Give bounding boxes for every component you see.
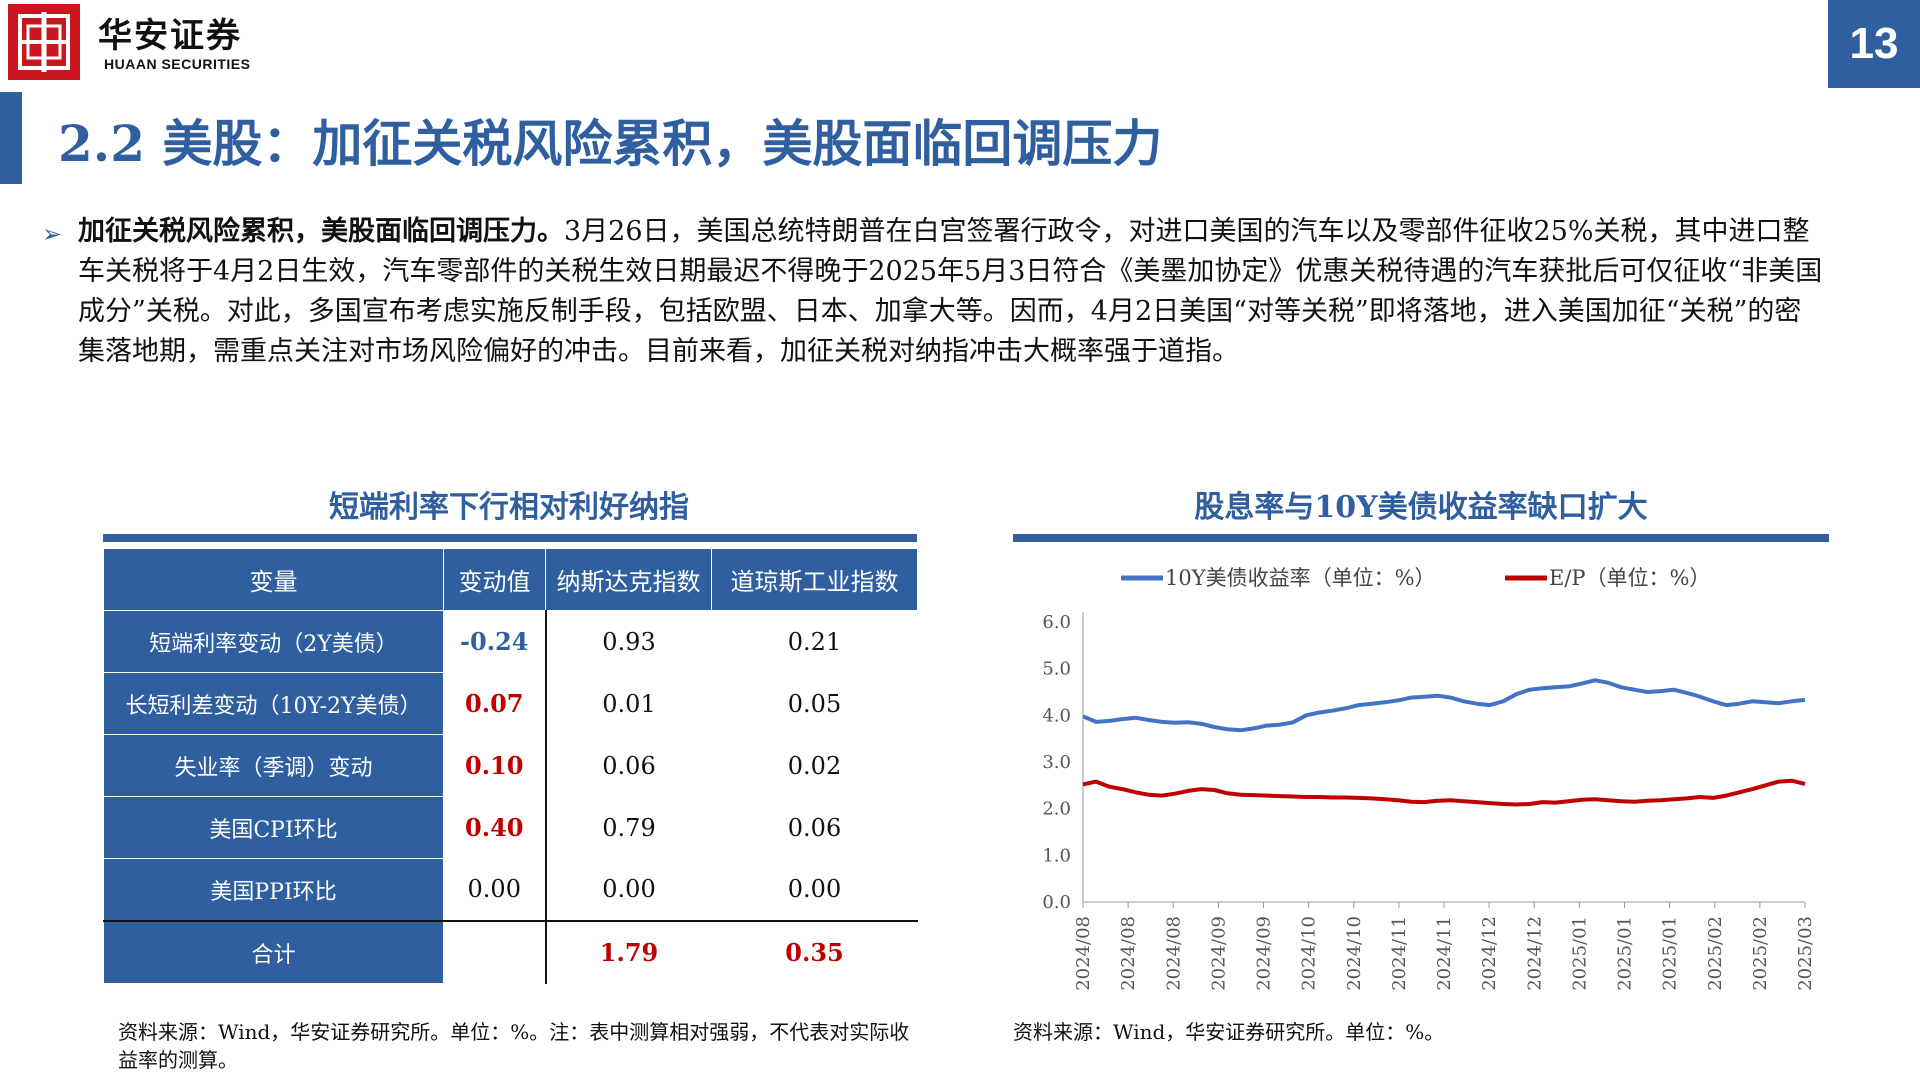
table-title: 短端利率下行相对利好纳指 [329,490,689,525]
total-change [443,920,547,984]
change-value: 0.40 [443,796,547,859]
page-number: 13 [1828,0,1920,88]
y-tick-label: 0.0 [1042,892,1071,913]
change-value: 0.00 [443,858,547,921]
nasdaq-value: 0.01 [602,689,656,718]
table-header-cell: 道琼斯工业指数 [711,548,918,611]
row-label: 失业率（季调）变动 [103,734,444,797]
company-logo-icon [8,4,80,80]
table-total-row: 合计 1.79 0.35 [103,920,918,984]
x-tick-label: 2024/10 [1299,916,1320,991]
page-title: 2.2 美股：加征关税风险累积，美股面临回调压力 [58,114,1163,173]
dow-value: 0.21 [787,627,842,656]
x-tick-label: 2024/12 [1479,916,1500,991]
title-accent-bar [0,92,22,184]
x-tick-label: 2025/03 [1795,916,1816,991]
chart-title: 股息率与10Y美债收益率缺口扩大 [1194,490,1648,525]
x-tick-label: 2024/10 [1344,916,1365,991]
x-tick-label: 2025/01 [1660,916,1681,991]
logo-english-name: HUAAN SECURITIES [104,56,251,72]
x-tick-label: 2025/01 [1569,916,1590,991]
x-tick-label: 2024/12 [1524,916,1545,991]
nasdaq-value: 0.93 [602,627,656,656]
yield-ep-line-chart: 10Y美债收益率（单位：%） E/P（单位：%） 0.0 1.0 2.0 3.0 4.0… [1042,566,1816,991]
row-label: 短端利率变动（2Y美债） [103,610,444,673]
body-lead: 加征关税风险累积，美股面临回调压力。 [78,216,564,247]
total-dow: 0.35 [711,920,918,984]
chart-title-rule [1013,534,1829,542]
dow-value: 0.05 [787,689,842,718]
nasdaq-value: 0.00 [602,875,656,904]
table-header-cell: 变动值 [443,548,546,611]
x-tick-label: 2024/09 [1254,916,1275,991]
dow-value: 0.00 [787,875,842,904]
factor-table: 变量 变动值 纳斯达克指数 道琼斯工业指数 短端利率变动（2Y美债） -0.24… [103,548,918,984]
y-axis: 0.0 1.0 2.0 3.0 4.0 5.0 6.0 [1042,612,1084,913]
table-header-cell: 纳斯达克指数 [545,548,712,611]
nasdaq-value: 0.06 [602,751,656,780]
total-nasdaq: 1.79 [545,920,712,984]
table-row: 美国PPI环比 0.00 0.00 0.00 [103,858,918,922]
x-tick-label: 2025/01 [1615,916,1636,991]
table-header-cell: 变量 [103,548,444,611]
x-tick-label: 2024/08 [1163,916,1184,991]
row-label: 长短利差变动（10Y-2Y美债） [103,672,444,735]
legend-label-ep: E/P（单位：%） [1549,566,1711,590]
table-row: 失业率（季调）变动 0.10 0.06 0.02 [103,734,918,797]
body-paragraph: 加征关税风险累积，美股面临回调压力。3月26日，美国总统特朗普在白宫签署行政令，… [78,212,1828,372]
table-source-note: 资料来源：Wind，华安证券研究所。单位：%。注：表中测算相对强弱，不代表对实际… [118,1020,910,1072]
y-tick-label: 3.0 [1042,752,1071,773]
y-tick-label: 6.0 [1042,612,1071,633]
table-row: 短端利率变动（2Y美债） -0.24 0.93 0.21 [103,610,918,673]
body-text: 3月26日，美国总统特朗普在白宫签署行政令，对进口美国的汽车以及零部件征收25%… [78,216,1823,367]
logo-chinese-name: 华安证券 [98,16,242,56]
x-tick-label: 2024/08 [1073,916,1094,991]
x-tick-label: 2024/09 [1208,916,1229,991]
y-tick-label: 5.0 [1042,659,1071,680]
x-tick-label: 2025/02 [1705,916,1726,991]
change-value: -0.24 [443,610,547,673]
table-row: 长短利差变动（10Y-2Y美债） 0.07 0.01 0.05 [103,672,918,735]
dow-value: 0.06 [787,813,842,842]
table-title-rule [103,534,917,542]
change-value: 0.07 [443,672,547,735]
table-row: 美国CPI环比 0.40 0.79 0.06 [103,796,918,859]
y-tick-label: 1.0 [1042,845,1071,866]
table-header-row: 变量 变动值 纳斯达克指数 道琼斯工业指数 [103,548,918,611]
series-line-10y-yield [1082,678,1806,733]
x-tick-label: 2025/02 [1750,916,1771,991]
x-tick-label: 2024/08 [1118,916,1139,991]
row-label: 美国PPI环比 [103,858,444,922]
series-line-ep [1082,778,1806,807]
chart-source-note: 资料来源：Wind，华安证券研究所。单位：%。 [1013,1020,1445,1044]
total-label: 合计 [103,920,444,984]
y-tick-label: 2.0 [1042,799,1071,820]
x-axis: 2024/08 2024/08 2024/08 2024/09 2024/09 2024/… [1073,901,1816,991]
x-tick-label: 2024/11 [1434,916,1455,991]
x-tick-label: 2024/11 [1389,916,1410,991]
arrow-bullet-icon: ➢ [42,220,63,248]
row-label: 美国CPI环比 [103,796,444,859]
change-value: 0.10 [443,734,547,797]
dow-value: 0.02 [787,751,842,780]
chart-legend: 10Y美债收益率（单位：%） E/P（单位：%） [1121,566,1711,590]
plot-area [1082,678,1806,807]
y-tick-label: 4.0 [1042,705,1071,726]
nasdaq-value: 0.79 [602,813,656,842]
legend-label-10y: 10Y美债收益率（单位：%） [1165,566,1436,590]
